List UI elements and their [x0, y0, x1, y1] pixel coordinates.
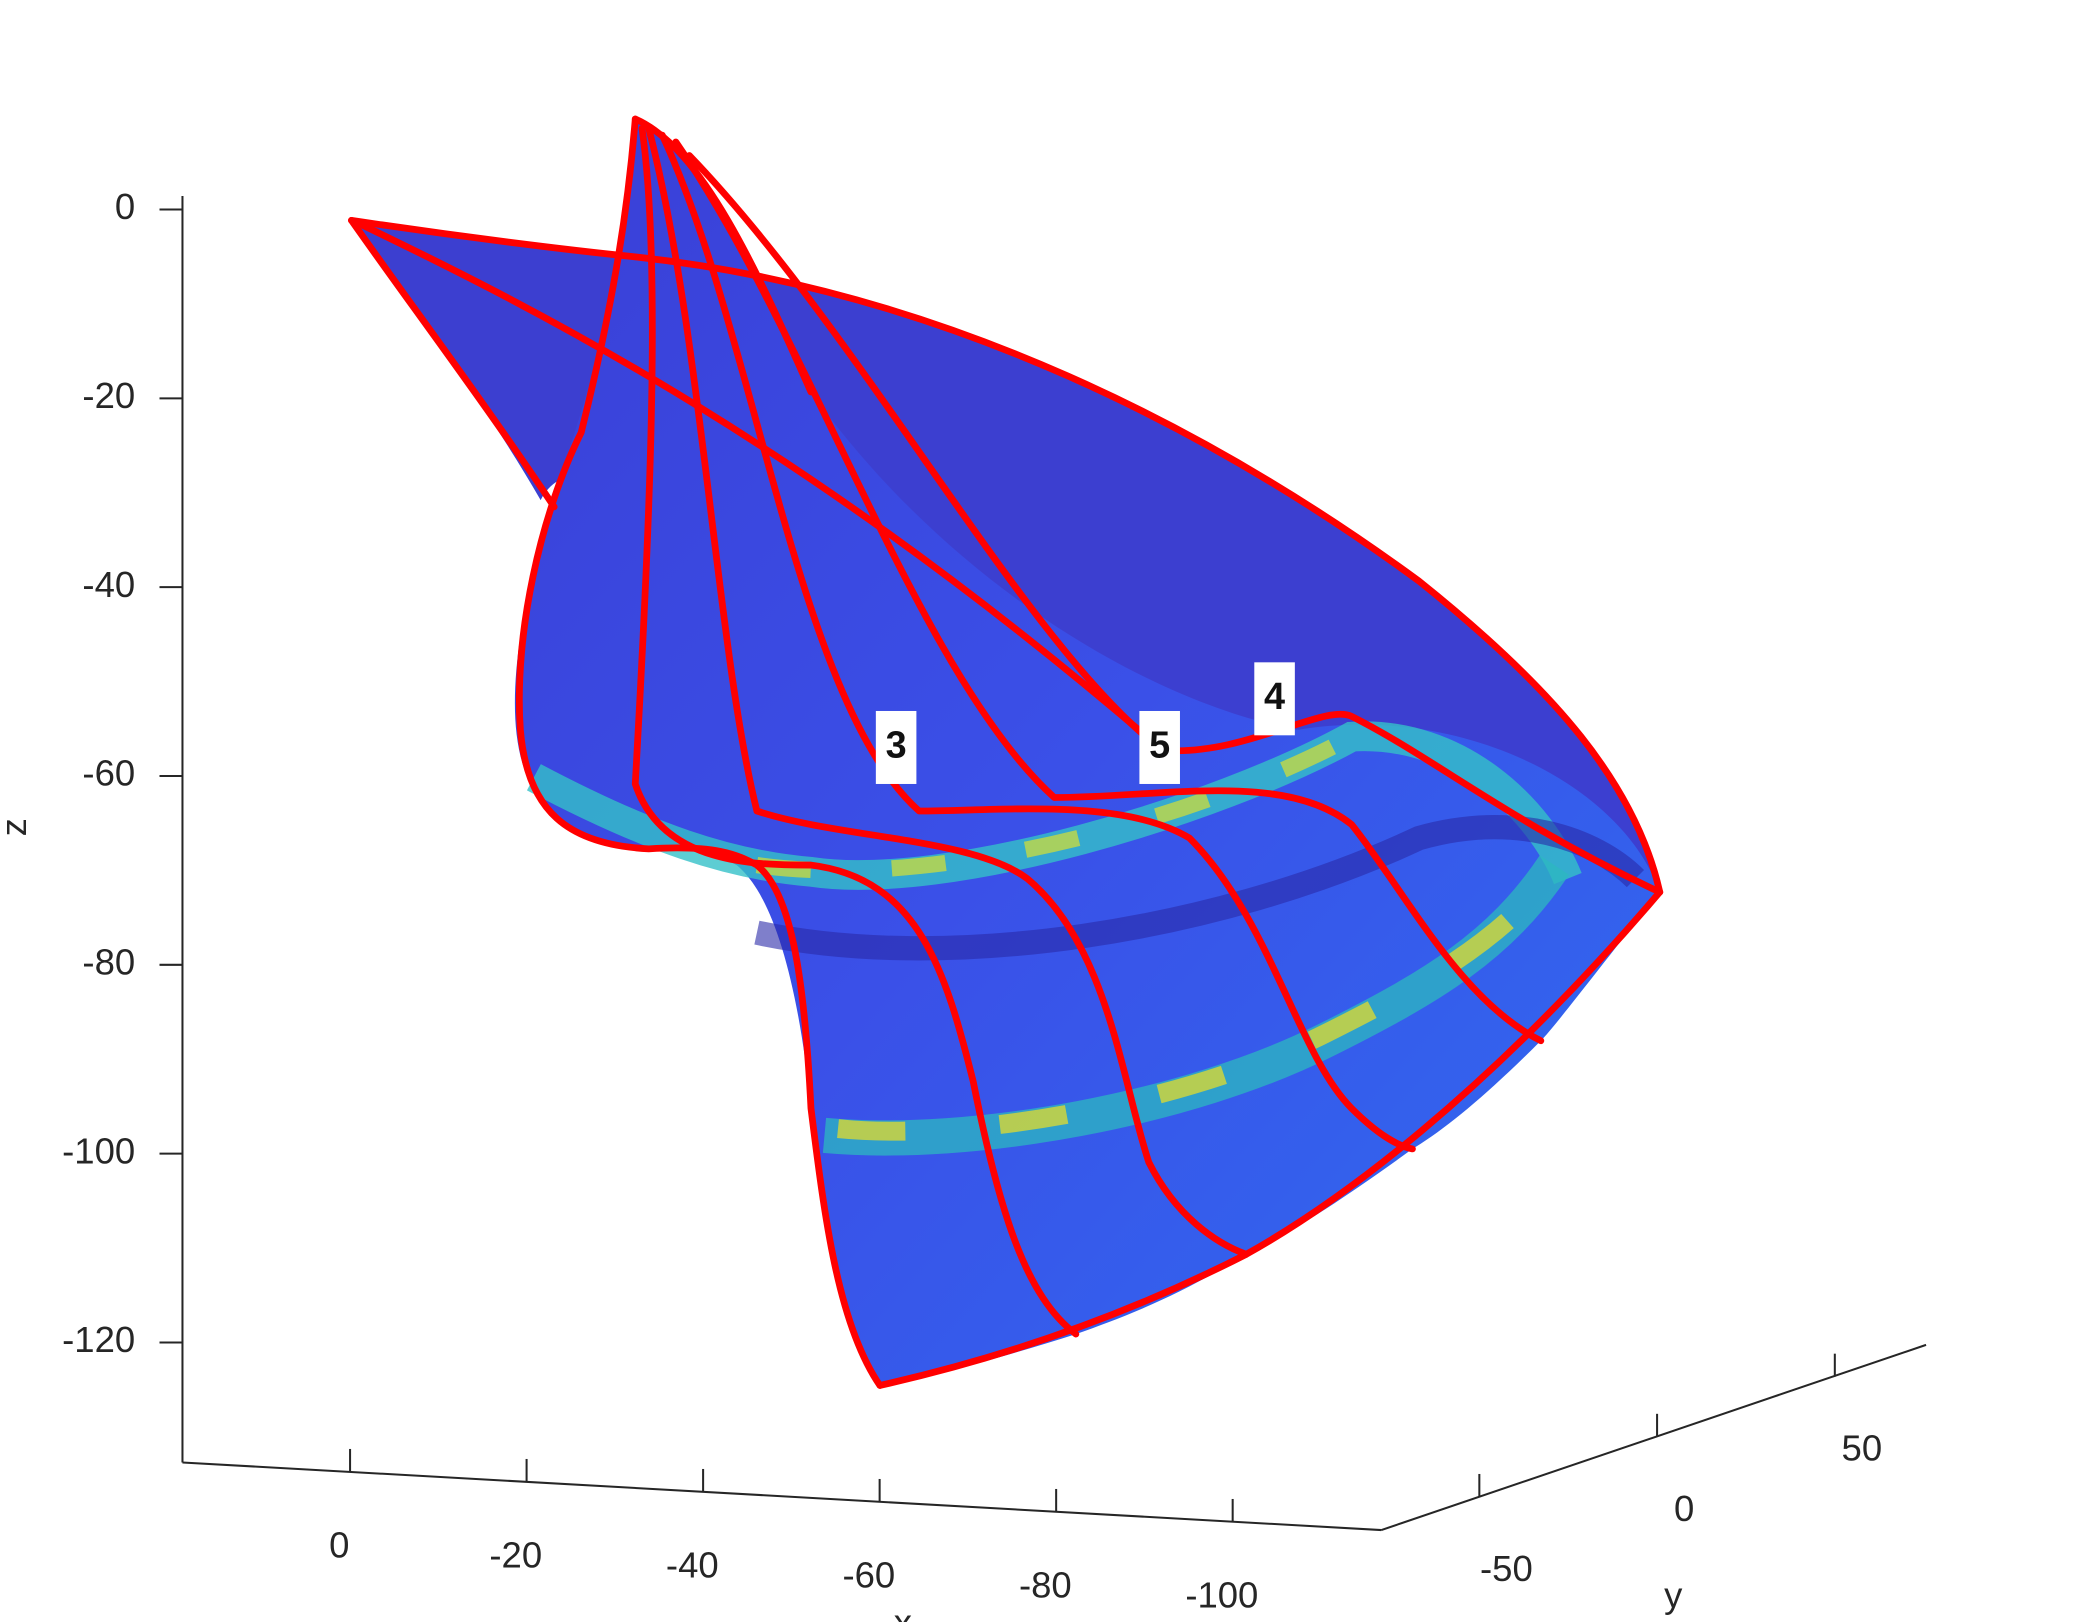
x-tick-label: -80: [1019, 1564, 1072, 1605]
z-tick-label: -120: [62, 1319, 135, 1360]
z-tick-label: -80: [82, 941, 135, 982]
surface-front: [514, 118, 1660, 1386]
surface-curve: [631, 125, 1080, 1338]
surface-curve: [354, 219, 1166, 754]
z-tick-label: -40: [82, 564, 135, 605]
surface: 3 5 4: [348, 115, 1664, 1389]
surface-curve: [658, 131, 1416, 1153]
annotation: 3: [886, 724, 907, 766]
annotation: 5: [1149, 724, 1170, 766]
y-tick-label: 50: [1842, 1428, 1883, 1469]
surface-band: [837, 865, 1562, 1141]
y-tick-label: -50: [1480, 1548, 1533, 1589]
x-tick-label: -20: [489, 1534, 542, 1575]
z-tick-label: -20: [82, 375, 135, 416]
x-axis-label: x: [894, 1601, 912, 1622]
surface-dark-band: [754, 815, 1645, 961]
annotation-box: [1139, 710, 1180, 784]
x-tick-label: -60: [842, 1554, 895, 1595]
surface-curve: [645, 125, 1250, 1258]
z-tick-label: -60: [82, 753, 135, 794]
y-tick-label: 0: [1674, 1488, 1694, 1529]
z-tick-label: -100: [62, 1130, 135, 1171]
surface-edge: [348, 216, 558, 511]
surface-band: [755, 729, 1356, 879]
y-axis-label: y: [1664, 1574, 1683, 1615]
x-axis-line: [182, 1461, 1382, 1532]
surface-edge: [876, 888, 1664, 1389]
annotation: 4: [1264, 676, 1285, 718]
x-tick-label: 0: [329, 1524, 349, 1565]
annotation-box: [1254, 662, 1295, 736]
z-tick-label: 0: [115, 186, 135, 227]
annotation-box: [875, 710, 917, 784]
axes: z x y 0 -20 -40 -60 -80 -100 -120 0 -20 -40 -60 -80…: [0, 186, 1927, 1622]
x-tick-label: -40: [666, 1544, 719, 1585]
surface-edge: [515, 115, 884, 1389]
surface-edge: [348, 216, 1664, 896]
x-tick-label: -100: [1185, 1574, 1258, 1615]
surface-curve: [685, 152, 1664, 896]
z-axis-label: z: [0, 818, 34, 836]
surface-curve: [672, 138, 1545, 1045]
